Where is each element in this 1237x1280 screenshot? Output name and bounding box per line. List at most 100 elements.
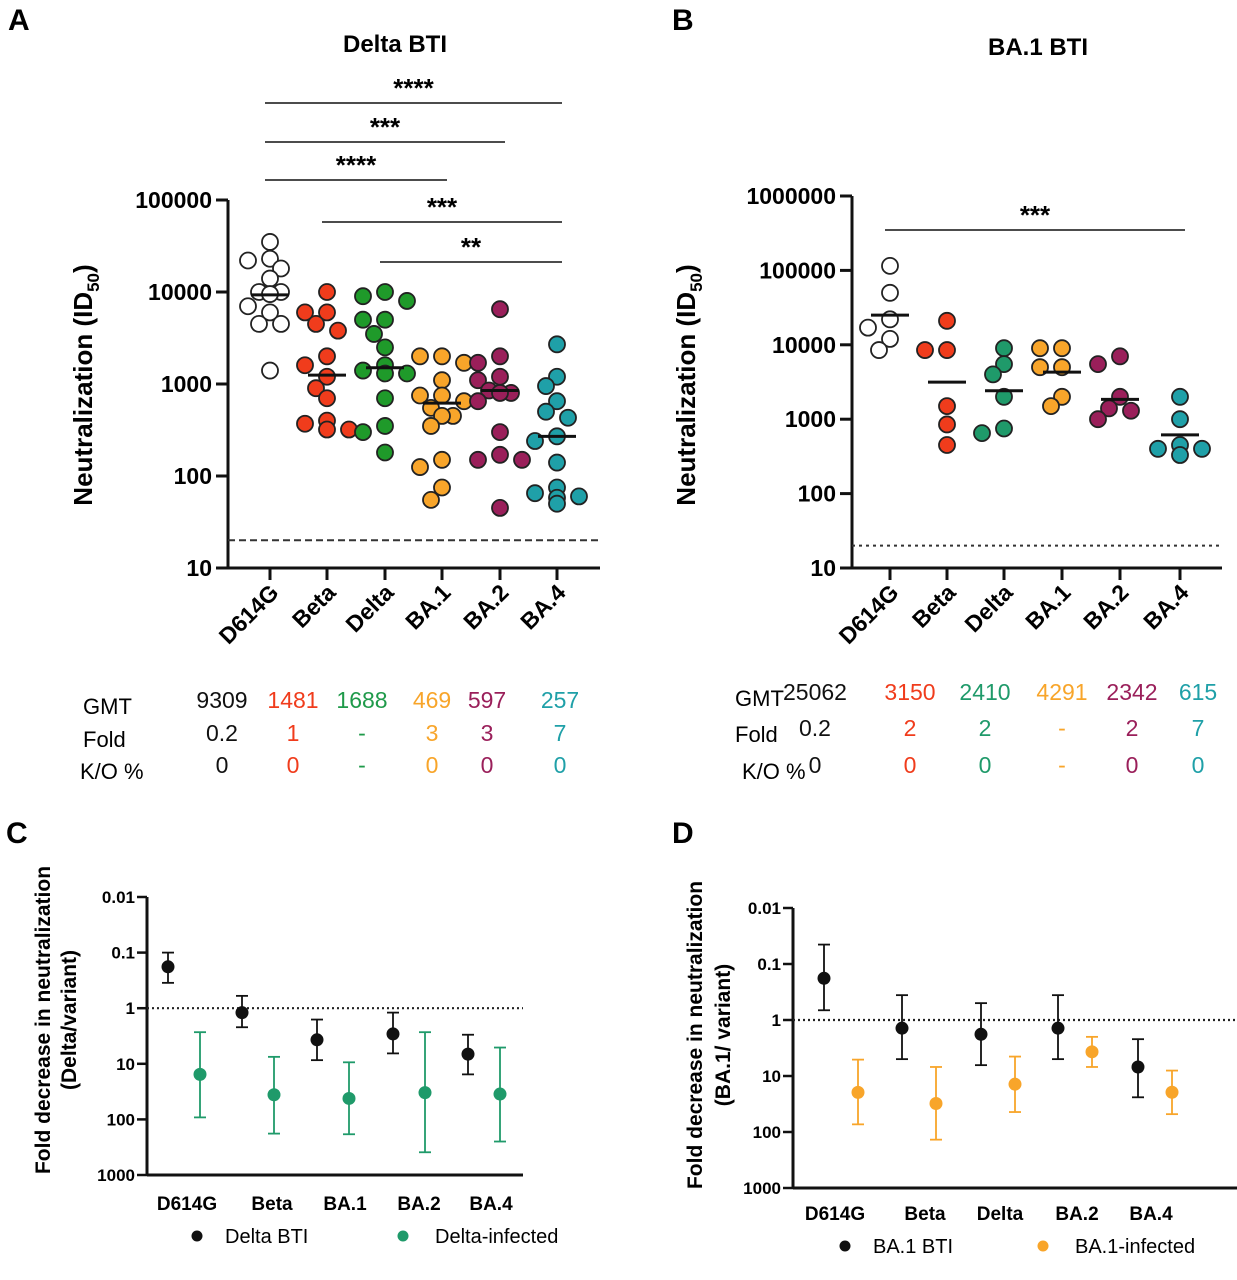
data-point [995, 355, 1013, 374]
table-cell: 3 [426, 720, 439, 746]
x-tick-label: D614G [805, 1204, 865, 1225]
data-point [329, 321, 347, 340]
significance-label: **** [393, 73, 434, 103]
legend-marker [397, 1230, 409, 1242]
y-tick-label: 100 [174, 463, 212, 489]
data-point [1165, 1085, 1179, 1099]
data-point [548, 392, 566, 411]
data-point [193, 1067, 207, 1081]
x-tick-label: Delta [959, 579, 1017, 637]
data-point [491, 384, 509, 402]
data-point [318, 283, 336, 301]
y-axis-label-text: Neutralization (ID [671, 292, 701, 506]
table-cell: 0 [1192, 752, 1205, 778]
table-cell: 0 [979, 752, 992, 778]
data-point [354, 361, 372, 380]
significance-label: *** [427, 192, 458, 222]
data-point [1111, 347, 1129, 366]
y-tick-label: 100 [798, 481, 836, 507]
legend-label: BA.1 BTI [873, 1236, 953, 1258]
table-cell: 25062 [783, 679, 847, 705]
data-point [161, 960, 175, 974]
y-tick-label: 100 [107, 1110, 135, 1129]
data-point [881, 283, 899, 302]
y-tick-label: 10000 [148, 279, 212, 305]
y-tick-label: 0.01 [748, 899, 781, 918]
data-point [461, 1047, 475, 1061]
chart-title: BA.1 BTI [988, 34, 1088, 61]
table-cell: 0 [481, 752, 494, 778]
data-point [1122, 401, 1140, 420]
table-cell: 0 [426, 752, 439, 778]
y-tick-label: 1 [126, 999, 135, 1018]
x-tick-label: BA.2 [1078, 579, 1133, 634]
x-tick-label: BA.4 [515, 579, 571, 635]
y-axis-label-close: ) [671, 264, 701, 273]
data-point [310, 1033, 324, 1047]
x-tick-label: BA.2 [458, 579, 513, 634]
data-point [469, 353, 487, 372]
x-tick-label: BA.4 [1129, 1204, 1173, 1225]
data-point [318, 367, 336, 386]
x-tick-label: D614G [157, 1194, 217, 1215]
table-cell: 7 [1192, 715, 1205, 741]
y-tick-label: 1000000 [746, 183, 836, 209]
data-point [386, 1027, 400, 1041]
data-point [938, 436, 956, 454]
table-row-label: GMT [735, 686, 784, 711]
table-row-label: Fold [735, 722, 778, 747]
table-cell: 1481 [267, 687, 318, 713]
data-point [1008, 1077, 1022, 1091]
data-point [422, 417, 440, 435]
table-cell: - [1058, 715, 1066, 741]
table-cell: 9309 [196, 687, 247, 713]
data-point [261, 233, 279, 251]
data-point [418, 1086, 432, 1100]
data-point [250, 315, 268, 333]
data-point [433, 371, 451, 390]
table-cell: 597 [468, 687, 506, 713]
y-axis-label: Neutralization (ID50) [68, 264, 103, 505]
data-point [318, 389, 336, 408]
table-cell: 0 [904, 752, 917, 778]
y-tick-label: 1 [772, 1011, 781, 1030]
y-axis-label-close: ) [68, 264, 98, 273]
data-point [296, 356, 314, 375]
legend-marker [1037, 1240, 1049, 1252]
data-point [851, 1085, 865, 1099]
data-point [537, 402, 555, 421]
table-cell: 469 [413, 687, 451, 713]
x-tick-label: BA.1 [1020, 579, 1076, 635]
data-point [938, 397, 956, 415]
table-cell: 615 [1179, 679, 1217, 705]
table-cell: 3150 [884, 679, 935, 705]
x-tick-label: BA.2 [397, 1194, 440, 1215]
table-cell: 0 [287, 752, 300, 778]
panel-letter: B [672, 4, 694, 37]
data-point [491, 300, 509, 319]
data-point [916, 341, 934, 359]
table-cell: 0 [216, 752, 229, 778]
data-point [376, 310, 394, 329]
data-point [318, 420, 336, 439]
x-tick-label: Beta [904, 1204, 946, 1225]
table-cell: 2 [1126, 715, 1139, 741]
table-cell: 4291 [1036, 679, 1087, 705]
data-point [1149, 439, 1167, 458]
table-cell: 3 [481, 720, 494, 746]
table-cell: 2 [904, 715, 917, 741]
data-point [881, 330, 899, 348]
y-axis-label: Fold decrease in neutralization [684, 881, 707, 1189]
table-cell: 0 [1126, 752, 1139, 778]
y-tick-label: 10 [762, 1067, 781, 1086]
data-point [1089, 410, 1107, 429]
table-row-label: GMT [83, 694, 132, 719]
data-point [365, 325, 383, 343]
legend-marker [191, 1230, 203, 1242]
data-point [1051, 1021, 1065, 1035]
table-cell: 2 [979, 715, 992, 741]
data-point [296, 303, 314, 322]
x-tick-label: Beta [287, 579, 341, 633]
significance-label: *** [1020, 200, 1051, 230]
